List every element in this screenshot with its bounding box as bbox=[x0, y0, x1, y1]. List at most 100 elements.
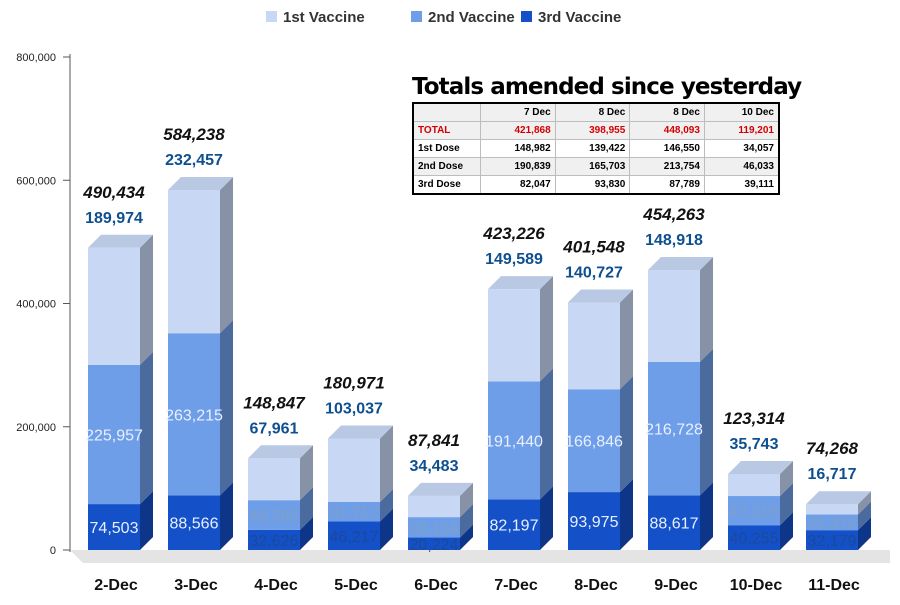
bar-segment-side bbox=[140, 234, 153, 365]
totals-cell: 421,868 bbox=[480, 121, 556, 140]
bar-segment-side bbox=[380, 508, 393, 550]
bar-segment-side bbox=[700, 348, 713, 496]
bar-segment bbox=[728, 525, 780, 550]
totals-cell: 448,093 bbox=[629, 121, 705, 140]
bar-segment-side bbox=[220, 320, 233, 496]
bar-segment bbox=[328, 501, 380, 522]
data-label-total: 454,263 bbox=[642, 205, 705, 224]
totals-header-corner bbox=[413, 103, 481, 122]
legend-label: 2nd Vaccine bbox=[428, 9, 515, 26]
data-label-total: 74,268 bbox=[806, 439, 859, 458]
bar-segment bbox=[328, 438, 380, 502]
data-label-3rd-vaccine: 93,975 bbox=[570, 514, 619, 531]
bar-segment bbox=[488, 289, 540, 382]
data-label-3rd-vaccine: 32,179 bbox=[808, 533, 857, 550]
chart-floor bbox=[70, 550, 890, 563]
bar-segment bbox=[408, 495, 460, 518]
totals-column-header: 10 Dec bbox=[704, 103, 779, 122]
bar-segment bbox=[88, 364, 140, 505]
bar-segment bbox=[248, 529, 300, 550]
data-label-total: 584,238 bbox=[163, 125, 225, 144]
bar-segment-side bbox=[380, 488, 393, 522]
totals-cell: 190,839 bbox=[480, 157, 556, 176]
data-label-1st-vaccine: 148,918 bbox=[645, 232, 703, 249]
bar-segment-side bbox=[300, 445, 313, 501]
bar-segment-side bbox=[780, 461, 793, 497]
bar-segment bbox=[168, 495, 220, 550]
data-label-1st-vaccine: 140,727 bbox=[565, 265, 623, 282]
bar-top-face bbox=[648, 257, 713, 271]
totals-column-header: 8 Dec bbox=[555, 103, 631, 122]
y-tick-label: 400,000 bbox=[16, 299, 56, 311]
bar-top-face bbox=[488, 276, 553, 290]
bar-top-face bbox=[328, 425, 393, 439]
bar-segment bbox=[88, 504, 140, 550]
data-label-1st-vaccine: 232,457 bbox=[165, 152, 223, 169]
x-tick-label: 11-Dec bbox=[808, 577, 860, 594]
y-tick-label: 200,000 bbox=[16, 422, 56, 434]
data-label-2nd-vaccine: 47,316 bbox=[730, 504, 779, 521]
bar-segment bbox=[648, 270, 700, 362]
totals-row-label: 2nd Dose bbox=[413, 157, 481, 176]
legend-label: 3rd Vaccine bbox=[538, 9, 621, 26]
bar-segment-side bbox=[540, 486, 553, 550]
bar-segment bbox=[168, 189, 220, 334]
data-label-3rd-vaccine: 82,197 bbox=[490, 518, 539, 535]
x-tick-label: 3-Dec bbox=[174, 577, 218, 594]
totals-cell: 139,422 bbox=[555, 139, 631, 158]
bar-top-face bbox=[168, 176, 233, 190]
x-tick-label: 4-Dec bbox=[254, 577, 298, 594]
data-label-2nd-vaccine: 263,215 bbox=[165, 407, 223, 424]
bar-segment-side bbox=[460, 524, 473, 550]
bar-segment-side bbox=[620, 376, 633, 493]
data-label-2nd-vaccine: 25,372 bbox=[808, 515, 857, 532]
totals-cell: 93,830 bbox=[555, 175, 631, 195]
data-label-1st-vaccine: 103,037 bbox=[325, 400, 383, 417]
bar-segment-side bbox=[300, 487, 313, 530]
x-tick-label: 10-Dec bbox=[730, 577, 783, 594]
bar-top-face bbox=[248, 445, 313, 459]
bar-top-face bbox=[408, 482, 473, 496]
bar-segment-side bbox=[140, 351, 153, 505]
bar-segment-side bbox=[140, 491, 153, 550]
bar-segment-side bbox=[700, 482, 713, 550]
totals-column-header: 8 Dec bbox=[629, 103, 705, 122]
totals-row-label: 1st Dose bbox=[413, 139, 481, 158]
y-tick-label: 0 bbox=[50, 545, 56, 557]
data-label-3rd-vaccine: 32,626 bbox=[250, 533, 299, 550]
bar-segment bbox=[728, 474, 780, 497]
y-tick-label: 800,000 bbox=[16, 52, 56, 64]
data-label-2nd-vaccine: 225,957 bbox=[85, 427, 143, 444]
totals-cell: 146,550 bbox=[629, 139, 705, 158]
bar-segment bbox=[488, 381, 540, 500]
data-label-1st-vaccine: 189,974 bbox=[85, 210, 143, 227]
bar-segment-side bbox=[780, 512, 793, 550]
data-label-1st-vaccine: 67,961 bbox=[250, 420, 299, 437]
bar-segment bbox=[568, 389, 620, 493]
data-label-2nd-vaccine: 33,134 bbox=[410, 520, 459, 537]
bar-segment-side bbox=[220, 482, 233, 550]
data-label-2nd-vaccine: 216,728 bbox=[645, 422, 703, 439]
bar-segment bbox=[408, 517, 460, 538]
bar-top-face bbox=[568, 289, 633, 303]
data-label-total: 180,971 bbox=[323, 373, 384, 392]
bar-segment-side bbox=[858, 517, 871, 550]
bar-segment bbox=[488, 499, 540, 550]
data-label-3rd-vaccine: 74,503 bbox=[90, 520, 139, 537]
bar-segment-side bbox=[540, 368, 553, 500]
data-label-total: 87,841 bbox=[408, 431, 460, 450]
totals-cell: 148,982 bbox=[480, 139, 556, 158]
data-label-3rd-vaccine: 20,224 bbox=[410, 537, 459, 554]
totals-cell: 398,955 bbox=[555, 121, 631, 140]
data-label-3rd-vaccine: 46,217 bbox=[330, 529, 379, 546]
legend-swatch bbox=[521, 11, 532, 22]
bar-segment-side bbox=[620, 289, 633, 390]
data-label-2nd-vaccine: 31,717 bbox=[330, 505, 379, 522]
totals-cell: 82,047 bbox=[480, 175, 556, 195]
totals-row-total: TOTAL 421,868 398,955 448,093 119,201 bbox=[413, 121, 779, 140]
bar-segment bbox=[648, 361, 700, 496]
data-label-total: 401,548 bbox=[562, 238, 625, 257]
bar-segment-side bbox=[858, 491, 871, 515]
bar-segment-side bbox=[540, 276, 553, 382]
bar-segment bbox=[328, 521, 380, 550]
